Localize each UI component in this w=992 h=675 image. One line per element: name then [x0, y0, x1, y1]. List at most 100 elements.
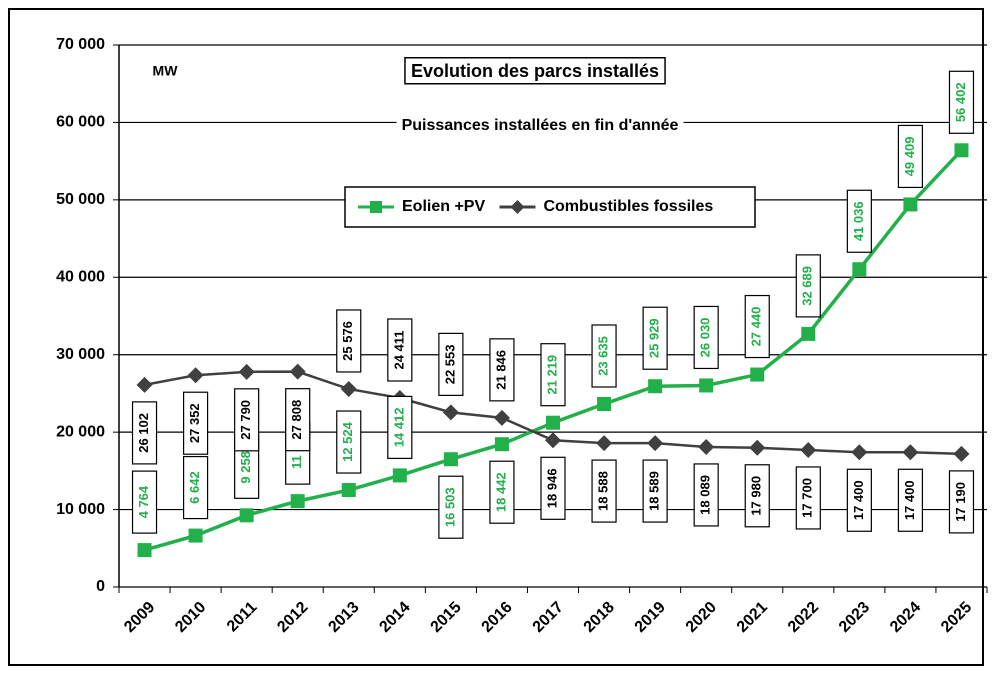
marker: [340, 380, 357, 397]
marker: [954, 143, 969, 158]
data-label: 26 030: [693, 305, 719, 370]
data-label-text: 25 576: [340, 321, 355, 361]
data-label-text: 22 553: [442, 344, 457, 384]
marker: [289, 363, 306, 380]
data-label: 18 588: [591, 459, 617, 523]
data-label-box: [591, 459, 617, 523]
marker: [187, 367, 204, 384]
data-label-box: [846, 189, 872, 253]
data-label-text: 41 036: [851, 201, 866, 241]
data-label-box: [131, 401, 158, 465]
data-label-text: 18 442: [493, 472, 508, 512]
data-label-box: [693, 305, 719, 370]
data-label-box: [540, 456, 566, 520]
marker: [801, 326, 816, 341]
marker: [137, 543, 152, 558]
data-label: 25 576: [336, 309, 362, 373]
data-label: 18 946: [540, 456, 566, 520]
marker: [238, 363, 255, 380]
data-label: 18 089: [693, 463, 719, 527]
data-label: 17 700: [795, 466, 821, 530]
marker: [545, 432, 561, 449]
data-label: 14 412: [387, 395, 413, 460]
marker: [443, 452, 458, 467]
data-label-text: 21 219: [544, 355, 559, 395]
title-box: [404, 57, 666, 85]
data-label-text: 18 589: [647, 471, 662, 511]
data-label: 4 764: [131, 470, 158, 534]
y-tick-label: 30 000: [56, 346, 105, 363]
legend-marker: [370, 201, 382, 213]
data-label-box: [795, 254, 821, 318]
data-label-box: [693, 463, 719, 527]
marker: [442, 404, 459, 421]
y-tick-label: 60 000: [56, 114, 105, 131]
data-label-box: [897, 124, 924, 189]
data-label-text: 17 980: [749, 476, 764, 516]
data-label-box: [591, 324, 617, 388]
data-label-text: 25 929: [647, 318, 662, 358]
data-label: 23 635: [591, 324, 617, 388]
y-tick-label: 70 000: [56, 36, 105, 53]
subtitle-bg: [396, 117, 684, 135]
marker: [852, 262, 867, 277]
data-label-text: 56 402: [953, 82, 968, 122]
marker: [903, 197, 918, 212]
data-label-text: 16 503: [442, 487, 457, 527]
marker: [851, 444, 868, 461]
data-label: 27 352: [182, 391, 209, 455]
data-label-box: [642, 306, 668, 370]
data-label-text: 32 689: [800, 266, 815, 306]
data-label-text: 18 946: [544, 468, 559, 508]
data-label-box: [234, 388, 260, 452]
data-label-text: 21 846: [493, 350, 508, 390]
legend-label: Eolien +PV: [402, 198, 485, 215]
marker: [699, 378, 714, 393]
data-label: 16 503: [438, 475, 464, 539]
y-unit: MW: [153, 63, 179, 79]
y-tick-label: 0: [96, 578, 105, 595]
data-label-text: 26 030: [698, 318, 713, 358]
frame: [8, 8, 984, 666]
data-label-text: 49 409: [902, 137, 917, 177]
y-tick-label: 10 000: [56, 501, 105, 518]
data-label-box: [744, 464, 770, 528]
data-label-text: 14 412: [391, 408, 406, 448]
data-label: 17 400: [846, 468, 872, 532]
marker: [750, 367, 765, 382]
y-tick-label: 20 000: [56, 423, 105, 440]
data-label-box: [846, 468, 872, 532]
data-label-box: [642, 459, 668, 523]
marker: [546, 415, 560, 430]
legend-marker: [510, 200, 525, 214]
data-label: 12 524: [336, 410, 362, 474]
data-label: 6 642: [182, 455, 209, 520]
data-label: 56 402: [948, 70, 975, 134]
data-label-text: 12 524: [340, 421, 355, 462]
data-label-box: [285, 388, 311, 452]
data-label: 17 400: [897, 468, 924, 532]
data-label: 27 790: [234, 388, 260, 452]
data-label-box: [948, 470, 975, 534]
data-label-text: 18 089: [698, 475, 713, 515]
data-label-box: [182, 455, 209, 520]
marker: [392, 468, 407, 483]
data-label-text: 17 400: [851, 480, 866, 520]
data-label-box: [336, 410, 362, 474]
data-label: 27 440: [744, 294, 770, 359]
data-label-text: 27 790: [238, 400, 253, 440]
data-label: 49 409: [897, 124, 924, 189]
data-label: 17 980: [744, 464, 770, 528]
data-label: 32 689: [795, 254, 821, 318]
marker: [749, 439, 766, 456]
data-label-text: 23 635: [595, 336, 610, 376]
data-label-box: [336, 309, 362, 373]
data-label-text: 26 102: [136, 413, 151, 453]
data-label-text: 24 411: [391, 330, 406, 369]
data-label: 18 589: [642, 459, 668, 523]
marker: [341, 483, 356, 498]
marker: [597, 396, 612, 411]
data-label-box: [387, 318, 413, 382]
data-label: 27 808: [285, 388, 311, 452]
